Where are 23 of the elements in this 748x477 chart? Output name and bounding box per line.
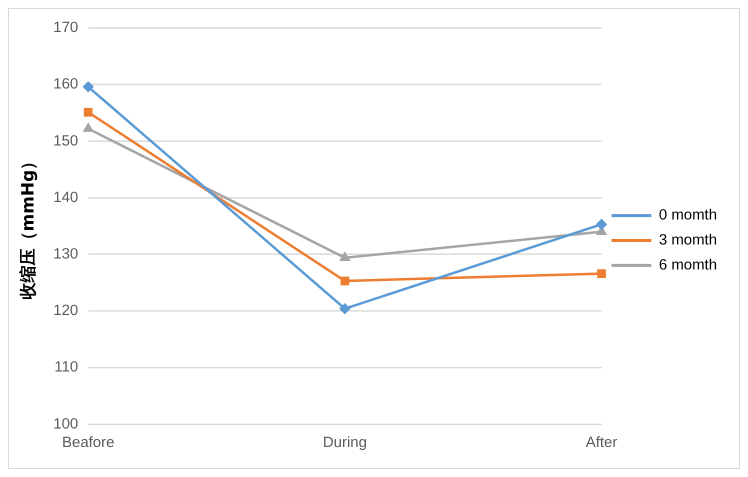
y-tick-label: 150	[53, 132, 78, 150]
y-axis-title: 收缩压（mmHg）	[18, 152, 38, 300]
y-tick-label: 100	[53, 415, 78, 432]
point	[340, 252, 350, 261]
legend-label: 6 momth	[658, 256, 718, 274]
point	[82, 81, 94, 92]
x-tick-label: During	[322, 434, 367, 452]
y-tick-label: 170	[53, 19, 78, 36]
point	[84, 108, 93, 117]
point	[597, 269, 606, 278]
point	[82, 122, 94, 132]
y-tick-label: 160	[53, 76, 78, 93]
point	[339, 303, 350, 314]
y-tick-label: 130	[53, 245, 78, 262]
point	[596, 218, 608, 230]
x-tick-label: After	[586, 434, 618, 452]
y-tick-label: 140	[53, 188, 78, 206]
y-tick-label: 110	[54, 358, 78, 376]
y-tick-label: 120	[53, 302, 78, 320]
legend-label: 3 momth	[658, 232, 718, 249]
point	[340, 276, 350, 286]
x-tick-label: Beafore	[62, 434, 114, 452]
legend-label: 0 momth	[658, 206, 718, 224]
